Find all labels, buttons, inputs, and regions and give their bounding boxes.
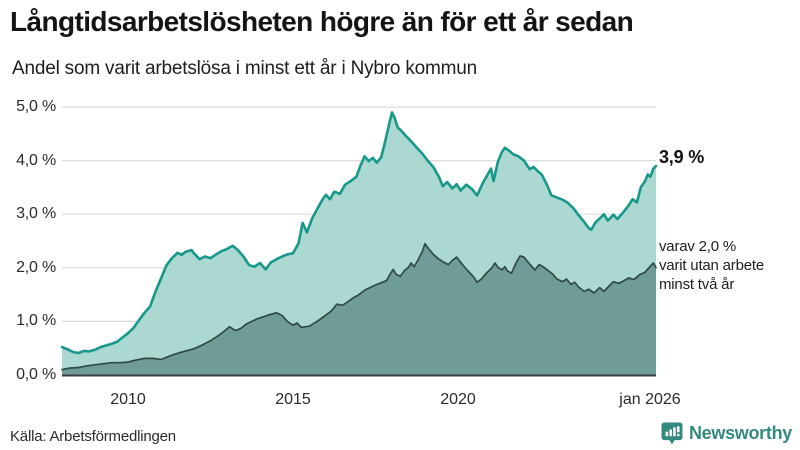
- y-axis-tick: 5,0 %: [16, 98, 56, 115]
- chart-subtitle: Andel som varit arbetslösa i minst ett å…: [12, 58, 478, 79]
- newsworthy-icon: [661, 422, 683, 445]
- series-line-1: [61, 242, 657, 371]
- y-axis-tick: 4,0 %: [16, 151, 56, 169]
- secondary-series-label: varav 2,0 % varit utan arbete minst två …: [659, 237, 764, 294]
- secondary-series-label-line2: varit utan arbete: [659, 257, 764, 274]
- secondary-series-label-line3: minst två år: [659, 276, 735, 293]
- y-axis-tick: 0,0 %: [16, 366, 56, 383]
- x-axis-tick: 2020: [440, 391, 476, 408]
- series-area-1: [62, 243, 656, 375]
- y-axis-tick: 1,0 %: [16, 312, 56, 330]
- latest-value-label: 3,9 %: [659, 147, 705, 167]
- source-note: Källa: Arbetsförmedlingen: [10, 428, 176, 445]
- x-axis-tick: jan 2026: [619, 391, 681, 408]
- brand-name: Newsworthy: [688, 423, 792, 443]
- y-axis-tick: 3,0 %: [16, 205, 56, 223]
- secondary-series-label-line1: varav 2,0 %: [659, 238, 737, 255]
- brand-logo: Newsworthy: [661, 422, 792, 445]
- series-line-0: [60, 111, 658, 355]
- y-axis-tick: 2,0 %: [16, 258, 56, 276]
- x-axis-tick: 2010: [110, 391, 146, 408]
- page-title: Långtidsarbetslösheten högre än för ett …: [10, 6, 634, 37]
- x-axis-tick: 2015: [275, 391, 311, 408]
